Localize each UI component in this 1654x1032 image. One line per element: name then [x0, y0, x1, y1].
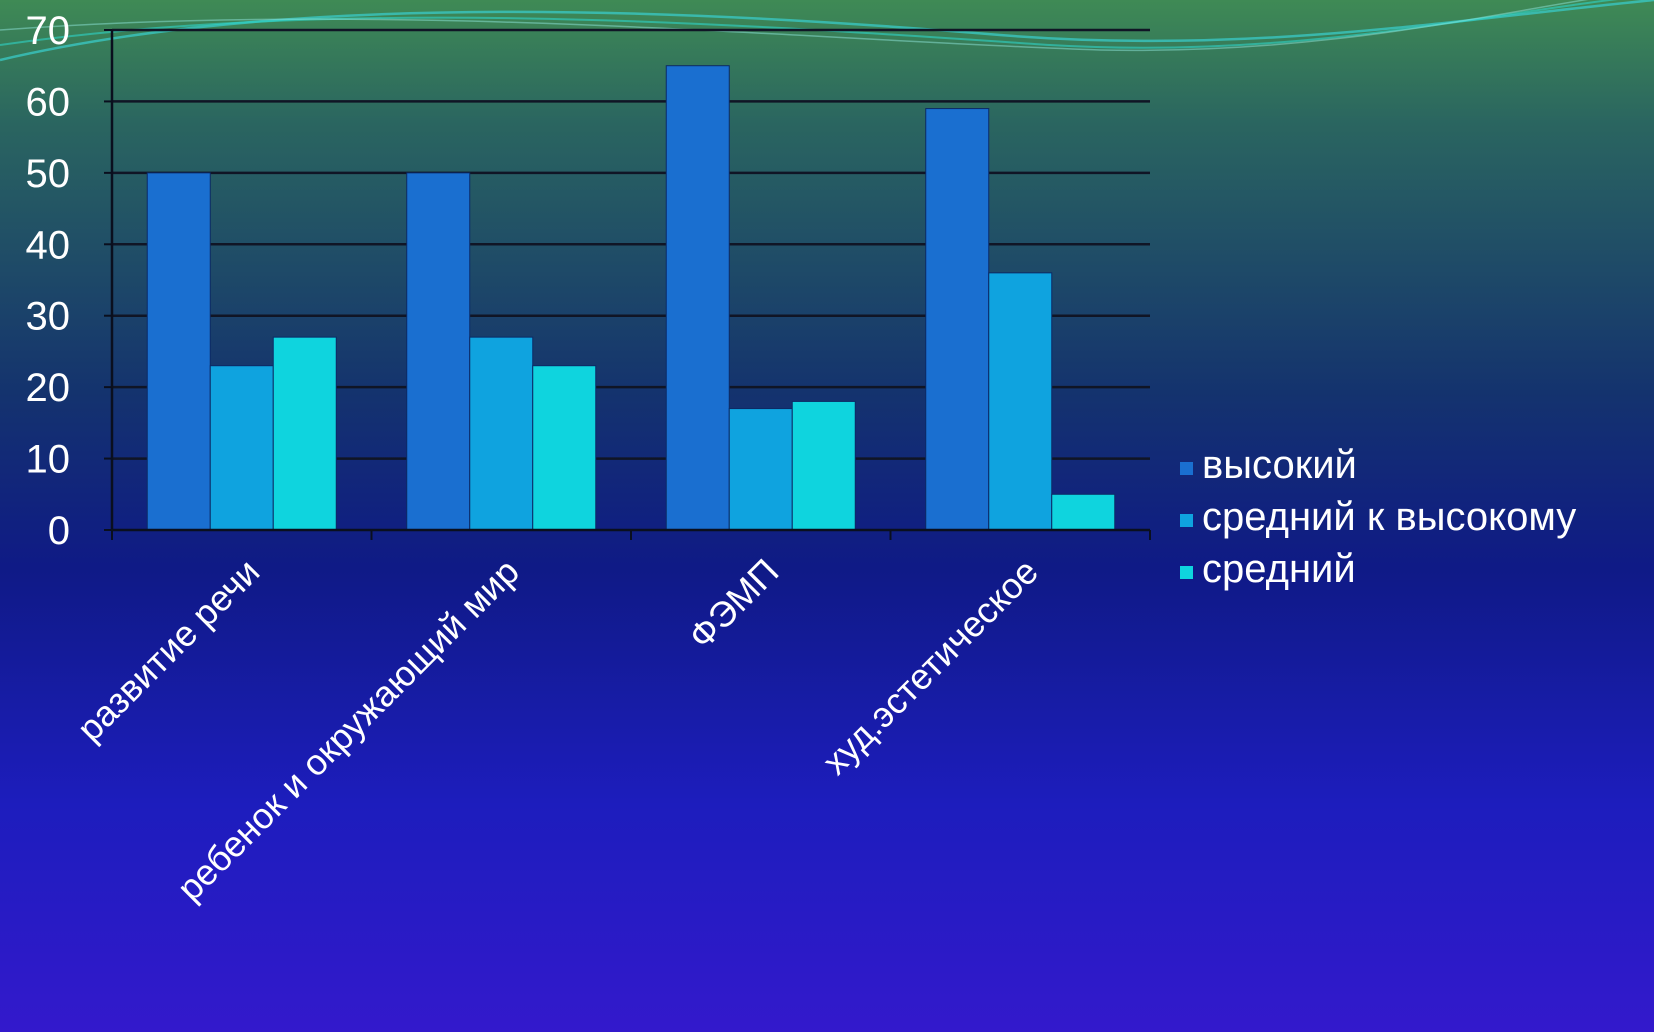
legend-label: средний [1202, 547, 1356, 591]
y-tick-label: 40 [26, 223, 71, 267]
bar-3-4 [1051, 493, 1116, 531]
bar-3-2 [532, 365, 597, 531]
category-label: ФЭМП [680, 551, 786, 657]
legend-swatch [1180, 566, 1193, 579]
bar-1-1 [146, 172, 211, 531]
y-tick-label: 30 [26, 295, 71, 339]
y-tick-label: 0 [48, 509, 70, 553]
y-tick-label: 50 [26, 152, 71, 196]
bar-1-3 [665, 65, 730, 531]
category-label: развитие речи [69, 551, 267, 749]
bar-2-2 [469, 336, 534, 531]
legend-label: средний к высокому [1202, 495, 1576, 539]
y-tick-label: 70 [26, 9, 71, 53]
y-tick-label: 10 [26, 438, 71, 482]
axes [104, 29, 1151, 540]
bar-3-1 [272, 336, 337, 531]
legend-swatch [1180, 462, 1193, 475]
y-tick-label: 60 [26, 80, 71, 124]
legend-swatch [1180, 514, 1193, 527]
category-label: худ.эстетическое [814, 551, 1046, 783]
bars [146, 65, 1116, 531]
bar-2-4 [988, 272, 1053, 531]
y-tick-labels: 0 10 20 30 40 50 60 70 [26, 9, 71, 553]
y-tick-label: 20 [26, 366, 71, 410]
bar-2-3 [728, 408, 793, 531]
bar-1-2 [406, 172, 471, 531]
bar-1-4 [925, 108, 990, 531]
legend-label: высокий [1202, 443, 1357, 487]
bar-2-1 [209, 365, 274, 531]
bar-3-3 [791, 400, 856, 531]
legend: высокий средний к высокому средний [1180, 443, 1576, 591]
